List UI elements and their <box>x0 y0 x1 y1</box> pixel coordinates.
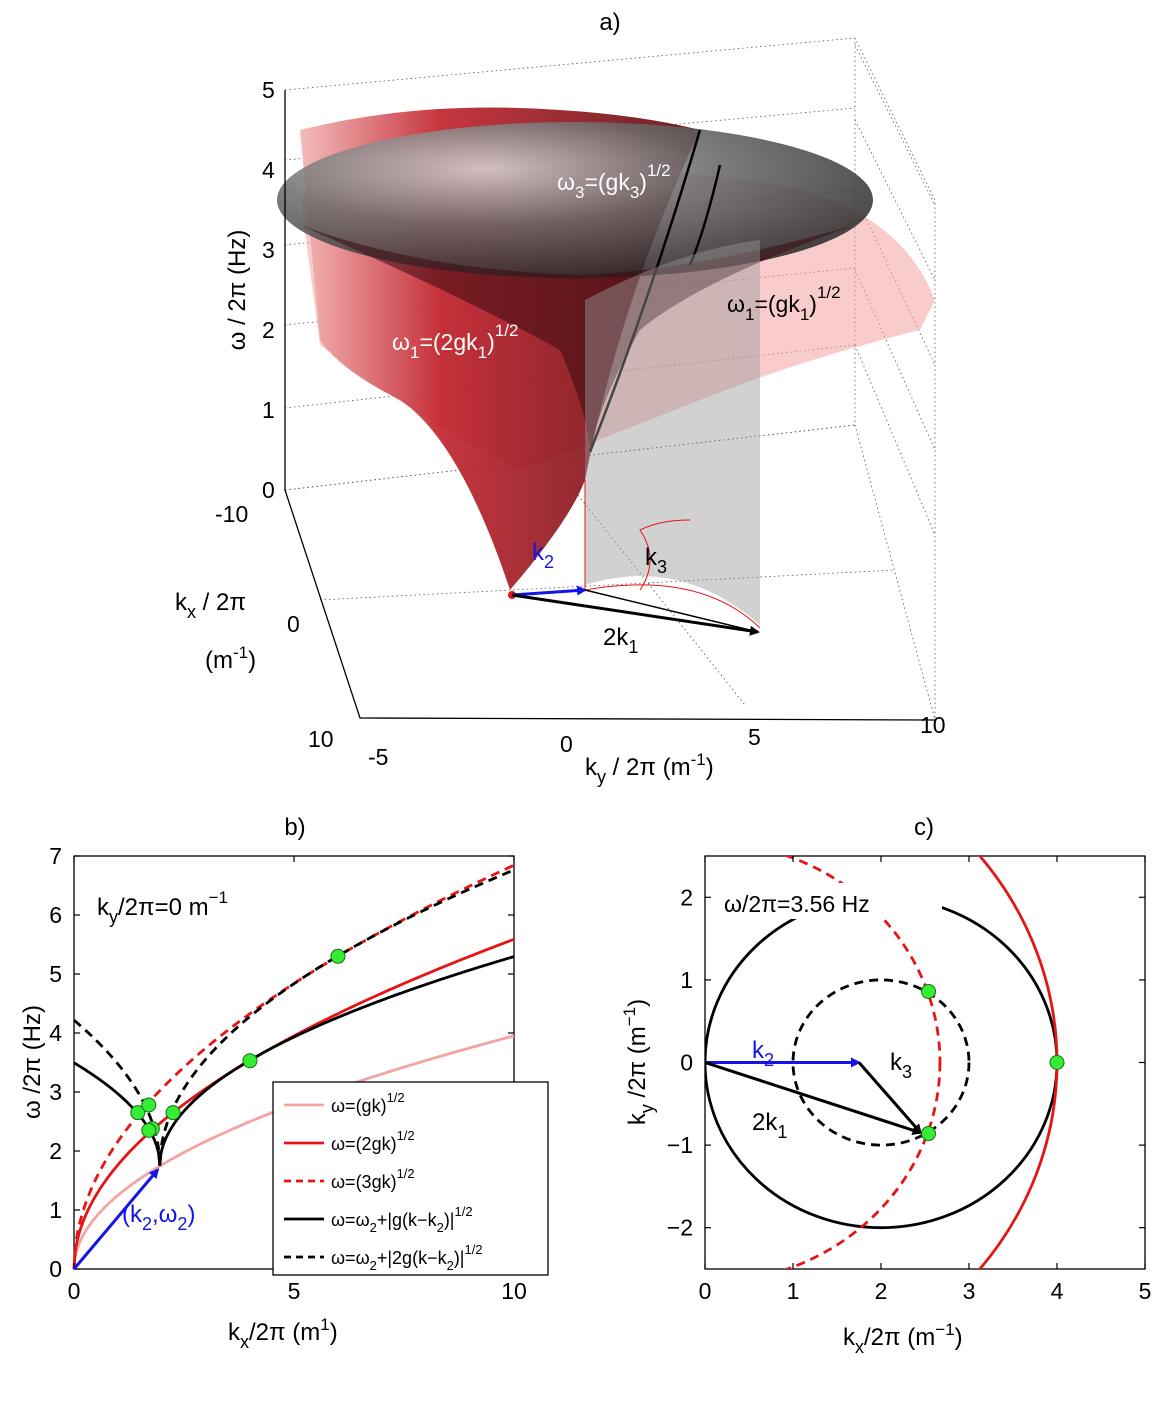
panel-b-data-point <box>165 1105 181 1121</box>
panel-c-circle <box>782 856 942 1269</box>
panel-b-legend-label: ω=(gk)1/2 <box>331 1090 405 1116</box>
panel-c-y-tick: 1 <box>680 967 693 993</box>
panel-b-vector-label: (k2,ω2) <box>122 1201 195 1234</box>
panel-b-inset-text: ky/2π=0 m−1 <box>97 888 228 927</box>
panel-b-legend-label: ω=ω2+|g(k−k2)|1/2 <box>331 1204 473 1235</box>
surface-dark-funnel <box>300 225 855 452</box>
panel-c-data-point <box>921 1126 937 1142</box>
panel-c-vector-label: 2k1 <box>752 1109 787 1142</box>
panel-c-data-point <box>921 983 937 999</box>
panel-a-label-omega1-red: ω1=(2gk1)1/2 <box>392 321 518 362</box>
panel-a-z-tick: 2 <box>262 317 275 343</box>
panel-a-ky-tick: 5 <box>748 724 761 750</box>
panel-b-data-point <box>141 1097 157 1113</box>
panel-b-data-point <box>242 1053 258 1069</box>
panel-a-z-ticks: 0 1 2 3 4 5 <box>262 77 275 503</box>
panel-c-x-tick: 0 <box>699 1278 712 1304</box>
panel-c-x-tick: 3 <box>963 1278 976 1304</box>
panel-a-kx-tick: -10 <box>215 501 248 527</box>
panel-a-label-k3: k3 <box>645 544 667 577</box>
k3-curtain <box>585 240 760 625</box>
panel-c-x-tick: 2 <box>875 1278 888 1304</box>
panel-a-z-tick: 5 <box>262 77 275 103</box>
panel-c-vector-label: k3 <box>890 1049 912 1082</box>
panel-c-y-tick: −2 <box>667 1215 693 1241</box>
panel-b-x-tick: 5 <box>288 1278 301 1304</box>
panel-c-y-tick: 0 <box>680 1050 693 1076</box>
panel-c-vector <box>857 1061 922 1135</box>
panel-a-ylabel-kx: kx / 2π <box>175 589 246 622</box>
panel-b-y-tick: 0 <box>49 1256 62 1282</box>
panel-a-surface-plot: a) ω3=(gk3)1/2 ω1=(2g <box>175 9 946 787</box>
panel-b-series-line <box>73 868 515 1166</box>
panel-b-data-point <box>130 1105 146 1121</box>
panel-b-legend-label: ω=ω2+|2g(k−k2)|1/2 <box>331 1242 483 1273</box>
panel-a-vector-2k1 <box>511 593 760 636</box>
panel-b-points <box>130 948 346 1138</box>
panel-b-legend-label: ω=(2gk)1/2 <box>331 1128 415 1154</box>
panel-c-line-chart: c) k2 k3 2k1 0 1 2 3 4 5 −2 −1 0 1 2 ω/2π=3.56 Hz ky… <box>620 814 1152 1357</box>
panel-a-title: a) <box>599 9 620 36</box>
panel-a-label-k2: k2 <box>532 539 554 572</box>
panel-a-z-tick: 0 <box>262 477 275 503</box>
panel-a-vector-k3 <box>584 589 759 633</box>
panel-b-vector-k2-omega2 <box>72 1168 160 1270</box>
panel-c-vectors: k2 k3 2k1 <box>704 1037 923 1142</box>
surface-dark-bowl <box>277 122 873 278</box>
panel-b-y-tick: 1 <box>49 1197 62 1223</box>
panel-a-label-omega1-light: ω1=(gk1)1/2 <box>727 283 841 324</box>
panel-c-vector-label: k2 <box>752 1037 774 1070</box>
panel-c-ticks: 0 1 2 3 4 5 −2 −1 0 1 2 <box>667 856 1152 1304</box>
panel-c-xlabel: kx/2π (m−1) <box>843 1320 963 1357</box>
panel-c-x-tick: 1 <box>787 1278 800 1304</box>
panel-c-inset-text: ω/2π=3.56 Hz <box>724 891 870 917</box>
panel-c-points <box>921 983 1065 1142</box>
panel-b-y-tick: 3 <box>49 1079 62 1105</box>
panel-c-y-tick: 2 <box>680 884 693 910</box>
panel-a-kx-tick: 0 <box>287 611 300 637</box>
panel-b-y-tick: 5 <box>49 961 62 987</box>
panel-b-legend-label: ω=(3gk)1/2 <box>331 1166 415 1192</box>
panel-a-z-tick: 1 <box>262 397 275 423</box>
panel-a-label-2k1: 2k1 <box>603 624 638 657</box>
panel-b-legend: ω=(gk)1/2 ω=(2gk)1/2 ω=(3gk)1/2 ω=ω2+|g(k−k… <box>272 1081 549 1276</box>
panel-b-ticks: 0 5 10 0 1 2 3 4 5 6 7 <box>49 843 527 1304</box>
panel-c-data-point <box>1049 1055 1065 1070</box>
panel-a-vector-k2 <box>511 585 587 597</box>
panel-b-x-tick: 10 <box>501 1278 527 1304</box>
panel-b-xlabel: kx/2π (m1) <box>228 1315 338 1352</box>
panel-c-x-tick: 5 <box>1139 1278 1152 1304</box>
panel-b-title: b) <box>284 814 305 841</box>
panel-c-x-tick: 4 <box>1051 1278 1064 1304</box>
panel-a-z-tick: 4 <box>262 157 275 183</box>
panel-b-y-tick: 6 <box>49 902 62 928</box>
panel-c-title: c) <box>914 814 934 841</box>
panel-b-y-tick: 2 <box>49 1138 62 1164</box>
panel-b-y-tick: 7 <box>49 843 62 869</box>
panel-a-ky-tick: 10 <box>920 712 946 738</box>
panel-b-line-chart: b) 0 5 10 0 1 2 3 4 5 6 7 (k2,ω2) ky/2π=0 m−1 ω=(g… <box>19 814 549 1352</box>
panel-a-zlabel: ω / 2π (Hz) <box>224 230 251 351</box>
panel-b-data-point <box>330 948 346 964</box>
panel-a-ky-tick: 0 <box>560 731 573 757</box>
panel-a-ky-tick: -5 <box>368 744 388 770</box>
panel-c-vector <box>704 1061 923 1135</box>
panel-a-xlabel-ky: ky / 2π (m-1) <box>585 750 714 787</box>
panel-a-label-omega3: ω3=(gk3)1/2 <box>557 161 671 202</box>
panel-b-ylabel: ω /2π (Hz) <box>19 1005 46 1119</box>
panel-a-z-tick: 3 <box>262 237 275 263</box>
panel-c-circle <box>791 978 971 1147</box>
panel-b-data-point <box>141 1122 157 1138</box>
panel-a-ylabel-kx-units: (m-1) <box>205 643 256 674</box>
panel-b-x-tick: 0 <box>68 1278 81 1304</box>
panel-a-kx-tick: 10 <box>308 726 334 752</box>
panel-b-y-tick: 4 <box>49 1020 62 1046</box>
panel-c-y-tick: −1 <box>667 1132 693 1158</box>
panel-c-ylabel: ky /2π (m−1) <box>620 999 657 1125</box>
